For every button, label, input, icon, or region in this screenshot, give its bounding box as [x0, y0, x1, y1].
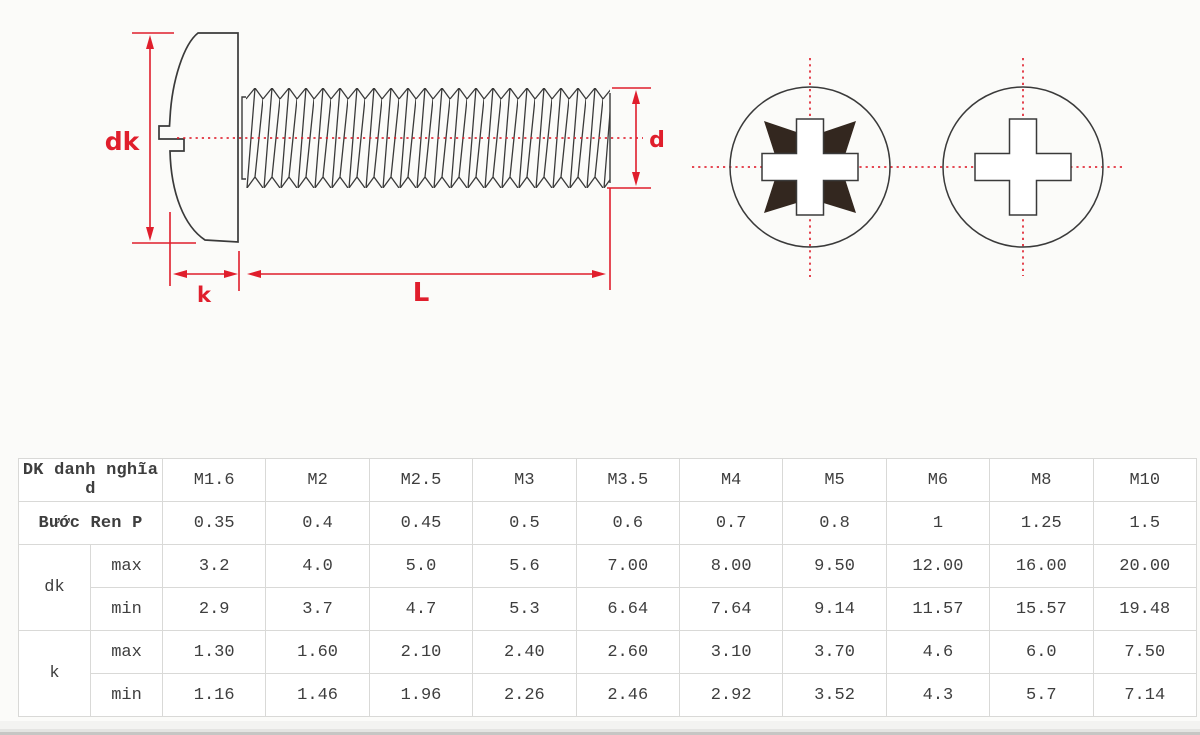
pitch-cell: 0.4 [265, 501, 370, 545]
k-min-cell: 1.46 [265, 673, 370, 717]
pozidriv-head-view [729, 86, 891, 248]
dk-max-cell: 16.00 [989, 544, 1094, 588]
nominal-diameter-header: DK danh nghĩa d [18, 458, 163, 502]
size-cell: M10 [1092, 458, 1198, 502]
max-label: max [90, 630, 163, 674]
dk-min-cell: 2.9 [161, 587, 267, 631]
nominal-diameter-row: DK danh nghĩa d M1.6 M2 M2.5 M3 M3.5 M4 … [18, 458, 1198, 502]
pitch-cell: 0.7 [678, 501, 784, 545]
screw-head-outline [158, 32, 239, 243]
pitch-cell: 0.8 [782, 501, 887, 545]
length-dimension-label: L [413, 278, 430, 308]
phillips-head-view [942, 86, 1104, 248]
size-cell: M8 [989, 458, 1094, 502]
max-label: max [90, 544, 163, 588]
k-max-cell: 7.50 [1092, 630, 1198, 674]
dk-min-cell: 6.64 [575, 587, 680, 631]
pitch-cell: 0.35 [161, 501, 267, 545]
pitch-cell: 1 [885, 501, 991, 545]
k-max-cell: 2.10 [368, 630, 474, 674]
k-min-cell: 3.52 [782, 673, 887, 717]
dk-min-cell: 19.48 [1092, 587, 1198, 631]
k-min-cell: 2.92 [678, 673, 784, 717]
k-min-cell: 1.16 [161, 673, 267, 717]
pozidriv-star-wedges [764, 121, 856, 213]
dk-max-cell: 8.00 [678, 544, 784, 588]
dk-max-cell: 12.00 [885, 544, 991, 588]
thread-pitch-row: Bước Ren P 0.35 0.4 0.45 0.5 0.6 0.7 0.8… [18, 501, 1198, 545]
dimension-arrowheads [146, 35, 640, 278]
size-cell: M2.5 [368, 458, 474, 502]
k-min-cell: 1.96 [368, 673, 474, 717]
dk-max-row: dk max 3.2 4.0 5.0 5.6 7.00 8.00 9.50 12… [18, 544, 1198, 631]
page-bottom-strip [0, 729, 1200, 732]
dk-max-cell: 4.0 [265, 544, 370, 588]
thread-pitch-header: Bước Ren P [18, 501, 163, 545]
dk-max-cell: 20.00 [1092, 544, 1198, 588]
k-dimension-label: k [197, 283, 212, 307]
k-max-cell: 1.30 [161, 630, 267, 674]
d-dimension-label: d [649, 128, 665, 153]
k-max-cell: 1.60 [265, 630, 370, 674]
dk-max-cell: 5.0 [368, 544, 474, 588]
phillips-cross-recess [974, 118, 1072, 216]
dk-max-cell: 5.6 [472, 544, 577, 588]
pitch-cell: 0.6 [575, 501, 680, 545]
k-min-cell: 2.46 [575, 673, 680, 717]
size-cell: M5 [782, 458, 887, 502]
dk-max-cell: 9.50 [782, 544, 887, 588]
k-max-cell: 3.70 [782, 630, 887, 674]
k-min-cell: 5.7 [989, 673, 1094, 717]
page-bottom-strip [0, 721, 1200, 729]
min-label: min [90, 587, 163, 631]
dk-row-label: dk [18, 544, 91, 631]
k-max-cell: 6.0 [989, 630, 1094, 674]
size-cell: M2 [265, 458, 370, 502]
k-max-cell: 3.10 [678, 630, 784, 674]
dk-min-cell: 3.7 [265, 587, 370, 631]
pozidriv-head-circle [729, 86, 891, 248]
pitch-cell: 1.5 [1092, 501, 1198, 545]
k-min-cell: 4.3 [885, 673, 991, 717]
dk-max-cell: 7.00 [575, 544, 680, 588]
size-cell: M3.5 [575, 458, 680, 502]
dk-max-cell: 3.2 [161, 544, 267, 588]
dk-dimension-label: dk [105, 127, 141, 156]
min-label: min [90, 673, 163, 717]
pozidriv-cross-recess [761, 118, 859, 216]
dk-min-cell: 15.57 [989, 587, 1094, 631]
k-max-row: k max 1.30 1.60 2.10 2.40 2.60 3.10 3.70… [18, 630, 1198, 717]
size-cell: M3 [472, 458, 577, 502]
dk-min-cell: 4.7 [368, 587, 474, 631]
k-min-cell: 7.14 [1092, 673, 1198, 717]
phillips-head-circle [942, 86, 1104, 248]
k-max-cell: 2.60 [575, 630, 680, 674]
k-min-row: min 1.16 1.46 1.96 2.26 2.46 2.92 3.52 4… [19, 673, 1198, 717]
dk-min-cell: 9.14 [782, 587, 887, 631]
k-row-label: k [18, 630, 91, 717]
pitch-cell: 0.45 [368, 501, 474, 545]
size-cell: M4 [678, 458, 784, 502]
pitch-cell: 1.25 [989, 501, 1094, 545]
screw-technical-drawing: dk k L d [105, 32, 1124, 308]
dk-min-row: min 2.9 3.7 4.7 5.3 6.64 7.64 9.14 11.57… [19, 587, 1198, 631]
shaft-left-cap [241, 96, 246, 180]
dk-min-cell: 7.64 [678, 587, 784, 631]
k-max-cell: 2.40 [472, 630, 577, 674]
k-max-cell: 4.6 [885, 630, 991, 674]
dk-min-cell: 5.3 [472, 587, 577, 631]
k-min-cell: 2.26 [472, 673, 577, 717]
size-cell: M1.6 [161, 458, 267, 502]
page-bottom-edge [0, 732, 1200, 735]
size-cell: M6 [885, 458, 991, 502]
dk-min-cell: 11.57 [885, 587, 991, 631]
spec-table: DK danh nghĩa d M1.6 M2 M2.5 M3 M3.5 M4 … [18, 458, 1198, 717]
pitch-cell: 0.5 [472, 501, 577, 545]
